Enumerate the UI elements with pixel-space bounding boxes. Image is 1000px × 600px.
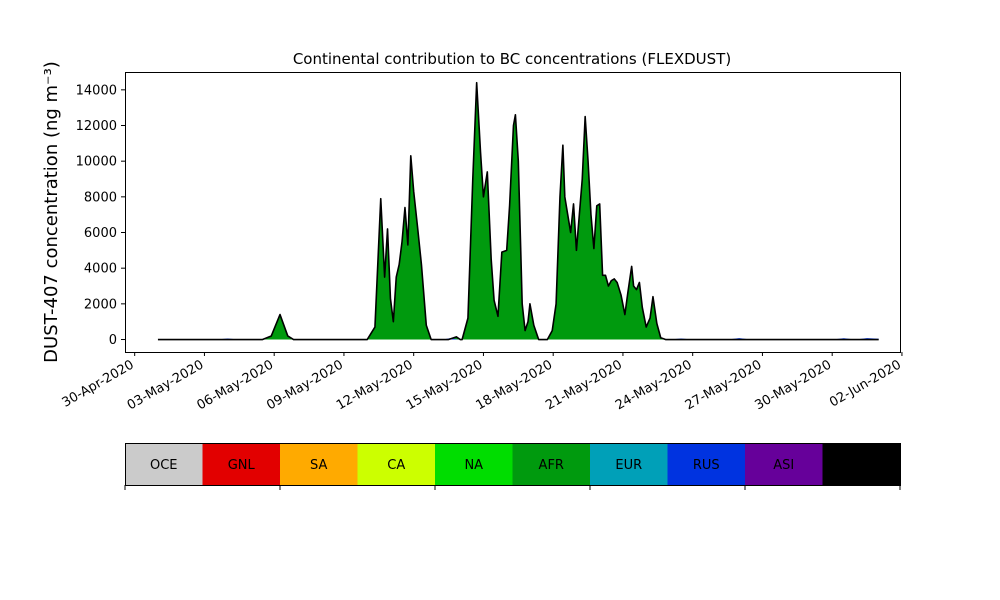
y-tick-label: 14000: [76, 83, 117, 98]
x-tick-label: 09-May-2020: [264, 357, 346, 413]
legend-swatch-asi: [745, 443, 823, 485]
total-line: [157, 81, 879, 341]
legend-label-gnl: GNL: [228, 458, 256, 473]
legend-colorbar: OCE GNL SA CA NA AFR EUR RUS ASI AUS: [124, 443, 901, 490]
legend-label-oce: OCE: [150, 458, 178, 473]
x-tick-label: 12-May-2020: [334, 357, 416, 413]
legend-label-eur: EUR: [615, 458, 642, 473]
x-axis: 30-Apr-202003-May-202006-May-202009-May-…: [60, 352, 904, 413]
legend-swatch-aus: [822, 443, 901, 485]
x-tick-label: 15-May-2020: [404, 357, 486, 413]
y-tick-label: 0: [109, 333, 117, 348]
x-tick-label: 18-May-2020: [474, 357, 556, 413]
x-tick-label: 06-May-2020: [195, 357, 277, 413]
legend-swatch-sa: [280, 443, 358, 485]
legend-label-ca: CA: [387, 458, 405, 473]
legend-frame: [125, 443, 901, 486]
y-tick-label: 10000: [76, 155, 117, 170]
legend-label-rus: RUS: [693, 458, 720, 473]
x-tick-label: 24-May-2020: [613, 357, 695, 413]
legend-label-sa: SA: [310, 458, 327, 473]
x-tick-label: 02-Jun-2020: [827, 357, 904, 410]
y-tick-label: 2000: [84, 297, 117, 312]
y-axis-label: DUST-407 concentration (ng m⁻³): [41, 61, 62, 363]
chart-title: Continental contribution to BC concentra…: [293, 50, 731, 68]
plot-frame: [125, 72, 901, 353]
x-tick-label: 30-May-2020: [753, 357, 835, 413]
series-area-afr: [157, 82, 879, 340]
y-tick-label: 6000: [84, 226, 117, 241]
legend-label-aus: AUS: [848, 458, 875, 473]
legend-label-na: NA: [464, 458, 483, 473]
plot-area-fills: [157, 82, 879, 340]
legend-swatch-rus: [667, 443, 746, 485]
legend-swatch-eur: [590, 443, 668, 485]
y-tick-label: 4000: [84, 262, 117, 277]
y-tick-label: 12000: [76, 119, 117, 134]
plot-total-line: [157, 81, 879, 341]
legend-swatch-oce: [125, 443, 203, 485]
legend-swatch-gnl: [202, 443, 281, 485]
legend-swatch-afr: [512, 443, 591, 485]
x-tick-label: 21-May-2020: [543, 357, 625, 413]
legend-label-asi: ASI: [773, 458, 794, 473]
y-axis: 0 2000 4000 6000 8000 10000 12000 14000: [76, 83, 125, 348]
x-tick-label: 03-May-2020: [125, 357, 207, 413]
legend-swatch-na: [435, 443, 513, 485]
x-tick-label: 27-May-2020: [683, 357, 765, 413]
legend-label-afr: AFR: [539, 458, 564, 473]
y-tick-label: 8000: [84, 190, 117, 205]
legend-swatch-ca: [357, 443, 436, 485]
